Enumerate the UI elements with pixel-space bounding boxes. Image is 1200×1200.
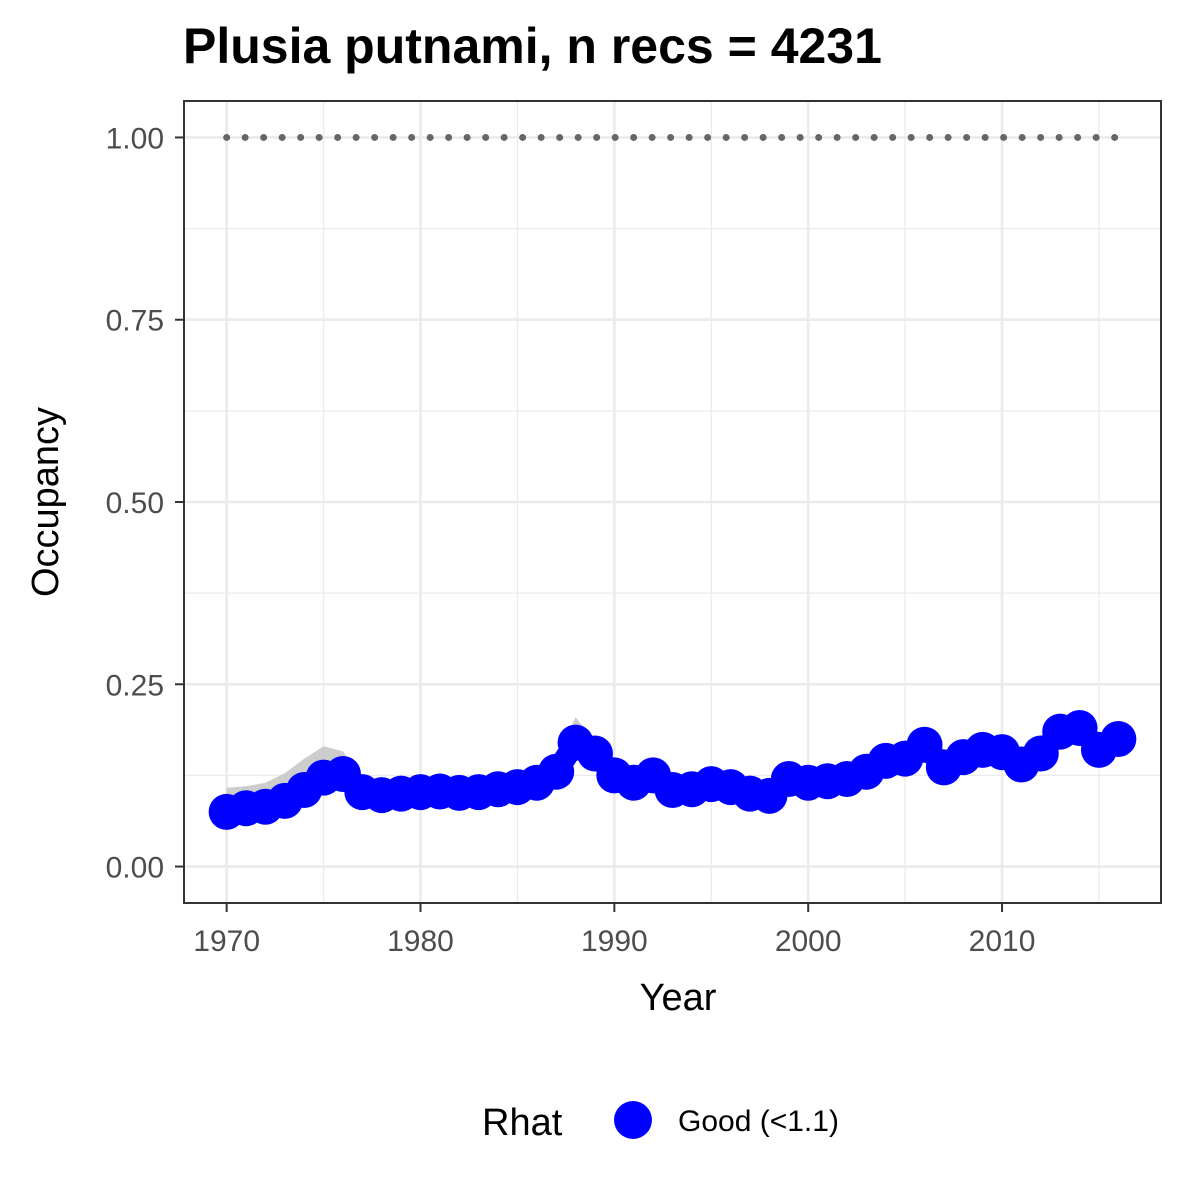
x-tick-label: 2010 [969, 925, 1036, 958]
y-tick-label: 0.25 [106, 669, 164, 702]
data-point [538, 753, 575, 790]
x-tick-label: 1970 [193, 925, 260, 958]
data-point [1100, 720, 1137, 757]
x-tick-label: 1980 [387, 925, 454, 958]
x-axis-title: Year [640, 977, 717, 1019]
y-axis-title: Occupancy [25, 407, 67, 597]
chart-title: Plusia putnami, n recs = 4231 [183, 18, 882, 74]
y-tick-label: 0.00 [106, 852, 164, 885]
y-tick-label: 0.50 [106, 487, 164, 520]
x-tick-label: 1990 [581, 925, 648, 958]
legend-key-good [614, 1101, 652, 1139]
legend-title: Rhat [482, 1102, 563, 1144]
y-tick-label: 0.75 [106, 305, 164, 338]
x-axis: 1970 1980 1990 2000 2010 [193, 903, 1035, 958]
y-tick-label: 1.00 [106, 122, 164, 155]
y-axis: 0.00 0.25 0.50 0.75 1.00 [106, 122, 184, 885]
data-points-layer [208, 710, 1137, 830]
legend: Rhat Good (<1.1) [482, 1101, 839, 1144]
x-tick-label: 2000 [775, 925, 842, 958]
legend-label-good: Good (<1.1) [678, 1105, 839, 1138]
